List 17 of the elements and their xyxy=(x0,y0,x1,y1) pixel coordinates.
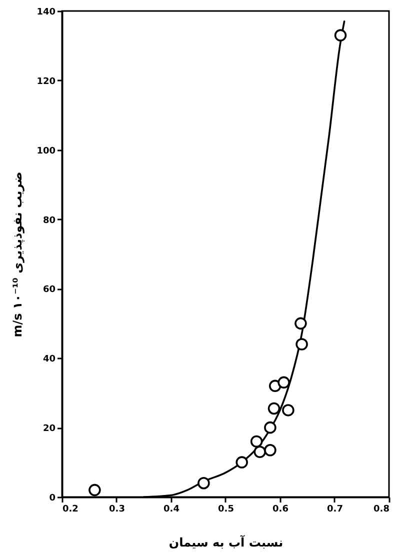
x-tick-label: 0.4 xyxy=(164,504,180,514)
x-tick-label: 0.5 xyxy=(218,504,234,514)
y-tick-label: 0 xyxy=(49,494,56,504)
x-axis-title: نسبت آب به سیمان xyxy=(168,534,284,550)
y-tick-label: 100 xyxy=(36,146,56,156)
y-tick-label: 20 xyxy=(42,424,56,434)
x-tick-label: 0.8 xyxy=(374,504,390,514)
y-axis-title: ضریب نفوذپذیری ۱۰⁻¹⁰ m/s xyxy=(10,172,25,338)
y-tick-label: 140 xyxy=(36,8,56,18)
y-tick-label: 80 xyxy=(42,216,56,226)
y-tick-label: 60 xyxy=(42,285,56,296)
y-tick-label: 120 xyxy=(36,76,56,87)
x-tick-label: 0.7 xyxy=(327,504,343,514)
x-tick-label: 0.3 xyxy=(109,504,125,514)
x-tick-label: 0.6 xyxy=(272,504,288,514)
x-tick-label: 0.2 xyxy=(62,504,78,514)
y-tick-label: 40 xyxy=(42,354,56,365)
